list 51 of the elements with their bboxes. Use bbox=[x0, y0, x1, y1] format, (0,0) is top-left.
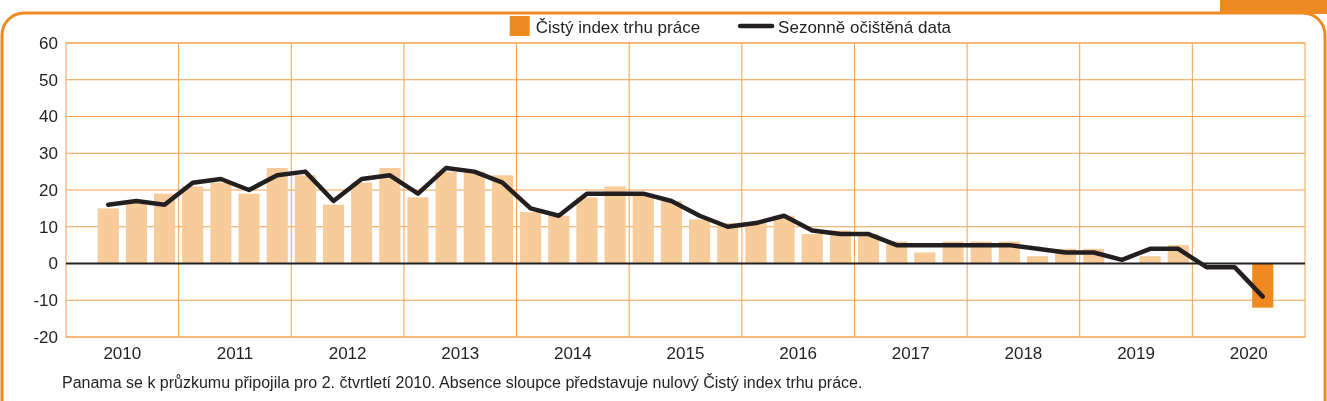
x-tick-label: 2016 bbox=[779, 344, 818, 363]
y-tick-label: 50 bbox=[39, 70, 58, 90]
x-tick-label: 2020 bbox=[1229, 344, 1268, 363]
bar bbox=[632, 193, 654, 264]
y-tick-label: -20 bbox=[33, 327, 58, 347]
bar bbox=[745, 223, 767, 264]
y-tick-label: 0 bbox=[48, 254, 58, 274]
x-tick-label: 2010 bbox=[103, 344, 142, 363]
legend-label: Sezonně očištěná data bbox=[778, 17, 952, 37]
y-tick-label: 60 bbox=[39, 33, 58, 53]
y-tick-label: 10 bbox=[39, 217, 58, 237]
bar bbox=[576, 197, 598, 264]
y-tick-label: -10 bbox=[33, 291, 58, 311]
x-tick-label: 2014 bbox=[553, 344, 592, 363]
bar bbox=[97, 208, 119, 264]
bar bbox=[660, 201, 682, 264]
bar bbox=[491, 175, 514, 264]
x-tick-label: 2013 bbox=[441, 344, 480, 363]
y-tick-label: 40 bbox=[39, 107, 58, 127]
bar bbox=[266, 167, 288, 264]
bar bbox=[1139, 256, 1161, 264]
bar bbox=[182, 186, 204, 264]
bar bbox=[407, 197, 429, 264]
x-tick-label: 2019 bbox=[1117, 344, 1155, 363]
y-tick-label: 30 bbox=[39, 144, 58, 164]
bar bbox=[351, 182, 373, 264]
x-tick-label: 2017 bbox=[891, 344, 930, 363]
bar bbox=[379, 167, 401, 264]
text: Panama se k průzkumu připojila pro 2. čtvrtletí 2010. Absence sloupce představuje nulový Čistý index trhu práce. bbox=[62, 373, 863, 391]
x-tick-label: 2012 bbox=[328, 344, 367, 363]
bar bbox=[604, 186, 626, 264]
bar bbox=[154, 193, 176, 264]
bar bbox=[125, 201, 147, 264]
bar bbox=[294, 175, 316, 264]
bar bbox=[463, 171, 485, 264]
bar bbox=[520, 212, 542, 264]
bar bbox=[689, 219, 711, 264]
x-tick-label: 2011 bbox=[216, 344, 254, 363]
bar bbox=[238, 193, 260, 264]
x-tick-label: 2015 bbox=[666, 344, 705, 363]
bar bbox=[435, 171, 457, 264]
bar bbox=[548, 215, 570, 264]
bar bbox=[801, 234, 823, 264]
x-tick-label: 2018 bbox=[1004, 344, 1043, 363]
bar bbox=[773, 215, 795, 264]
bar bbox=[1026, 256, 1049, 264]
y-tick-label: 20 bbox=[39, 180, 58, 200]
bar bbox=[914, 252, 936, 264]
legend-label: Čistý index trhu práce bbox=[535, 17, 701, 37]
bar bbox=[210, 182, 232, 264]
bar bbox=[322, 204, 345, 264]
